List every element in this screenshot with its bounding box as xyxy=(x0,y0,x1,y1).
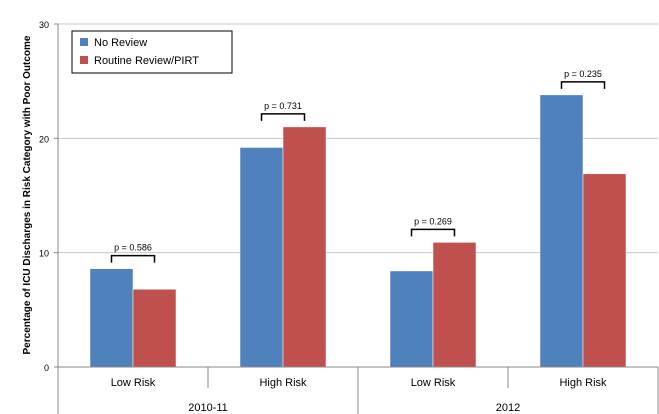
y-tick-label: 0 xyxy=(44,363,49,373)
y-tick-label: 10 xyxy=(39,249,49,259)
bar-no-review xyxy=(389,270,434,368)
p-value-bracket xyxy=(560,81,606,89)
bar-routine-review xyxy=(282,126,327,368)
p-value-bracket xyxy=(110,254,156,263)
x-group-label: 2012 xyxy=(496,402,520,414)
bar-no-review xyxy=(539,94,584,368)
bar-no-review xyxy=(89,268,134,368)
p-value-label: p = 0.269 xyxy=(414,216,452,226)
x-tick-label: Low Risk xyxy=(411,377,456,389)
axes: 0 10 20 30 Low Risk High Risk Low Risk High Ris… xyxy=(39,20,659,414)
bar-routine-review xyxy=(582,173,627,368)
p-value-label: p = 0.731 xyxy=(264,101,302,111)
bar-routine-review xyxy=(132,289,177,368)
p-value-annotations: p = 0.586 p = 0.731 p = 0.269 p = 0.235 xyxy=(110,69,606,263)
p-value-label: p = 0.235 xyxy=(564,69,602,79)
x-tick-label: High Risk xyxy=(559,377,607,389)
legend-label: Routine Review/PIRT xyxy=(94,55,199,67)
legend-swatch xyxy=(80,56,88,64)
x-tick-label: Low Risk xyxy=(111,377,156,389)
legend-box xyxy=(71,30,233,74)
y-tick-label: 20 xyxy=(39,134,49,144)
legend: No Review Routine Review/PIRT xyxy=(71,30,233,74)
legend-swatch xyxy=(80,38,88,46)
x-group-label: 2010-11 xyxy=(188,402,228,414)
bars xyxy=(89,94,627,368)
p-value-bracket xyxy=(260,113,306,121)
bar-routine-review xyxy=(432,242,477,368)
p-value-label: p = 0.586 xyxy=(114,243,152,253)
x-tick-label: High Risk xyxy=(259,377,307,389)
y-axis-label: Percentage of ICU Discharges in Risk Cat… xyxy=(22,35,33,354)
legend-label: No Review xyxy=(94,37,147,49)
bar-no-review xyxy=(239,147,284,368)
p-value-bracket xyxy=(410,228,456,237)
y-tick-label: 30 xyxy=(39,20,49,30)
